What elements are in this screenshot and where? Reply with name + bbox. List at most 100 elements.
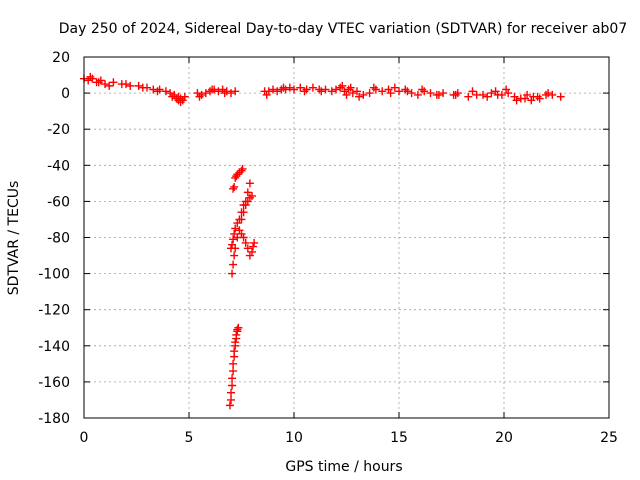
data-point [228, 381, 237, 390]
series-4 [227, 179, 254, 253]
data-point [353, 87, 361, 96]
data-point [239, 201, 248, 210]
y-tick-label: -20 [47, 122, 70, 138]
series-0 [80, 74, 565, 105]
data-point [273, 87, 282, 96]
data-point [241, 238, 250, 247]
data-point [237, 166, 246, 175]
data-point [348, 89, 357, 98]
points-layer [80, 72, 565, 410]
x-tick-label: 25 [600, 430, 618, 446]
data-point [487, 89, 496, 98]
data-point [168, 92, 177, 101]
data-point [269, 85, 277, 94]
data-point [229, 260, 238, 269]
data-point [233, 325, 242, 334]
data-point [533, 92, 542, 101]
data-point [228, 269, 237, 278]
data-point [250, 238, 259, 247]
ticks-layer: 0 5 10 15 20 25 20 0 -20 -40 -60 -80 -100 -120 -140 -16… [38, 50, 618, 446]
series-2 [229, 164, 247, 193]
data-point [243, 244, 252, 253]
data-point [464, 92, 473, 101]
data-point [248, 247, 256, 256]
data-point [208, 85, 217, 94]
y-tick-label: 0 [61, 86, 70, 102]
data-point [232, 330, 241, 339]
data-point [262, 90, 271, 99]
data-point [231, 87, 240, 96]
data-point [237, 208, 246, 217]
data-point [548, 90, 557, 99]
data-point [228, 374, 237, 383]
series-6 [225, 323, 243, 410]
data-point [176, 98, 185, 107]
data-point [122, 80, 130, 89]
data-point [413, 90, 422, 99]
data-point [527, 96, 536, 105]
data-point [201, 89, 210, 98]
data-point [332, 85, 340, 94]
data-point [134, 81, 143, 90]
data-point [390, 83, 399, 92]
data-point [239, 233, 248, 242]
y-tick-label: -80 [47, 231, 70, 247]
data-point [418, 85, 427, 94]
data-point [407, 89, 416, 98]
data-point [451, 90, 460, 99]
data-point [493, 90, 502, 99]
data-point [249, 242, 258, 251]
data-point [238, 164, 247, 173]
data-point [228, 240, 237, 249]
data-point [386, 89, 395, 98]
data-point [126, 81, 135, 90]
data-point [234, 323, 243, 332]
chart-title: Day 250 of 2024, Sidereal Day-to-day VTE… [59, 21, 628, 37]
x-tick-label: 5 [185, 430, 194, 446]
data-point [218, 85, 227, 94]
data-point [327, 87, 336, 96]
data-point [308, 83, 317, 92]
data-point [229, 359, 238, 368]
data-point [434, 90, 443, 99]
data-point [556, 92, 565, 101]
data-point [483, 92, 492, 101]
data-point [512, 96, 521, 105]
data-point [225, 401, 234, 410]
x-tick-label: 10 [285, 430, 303, 446]
data-point [220, 89, 229, 98]
data-point [227, 395, 235, 404]
data-point [227, 388, 235, 397]
y-tick-label: -100 [38, 267, 70, 283]
data-point [195, 92, 204, 101]
data-point [342, 90, 351, 99]
data-point [369, 83, 378, 92]
data-point [86, 72, 95, 81]
data-point [365, 89, 374, 98]
data-point [109, 78, 118, 87]
x-axis-label: GPS time / hours [285, 459, 402, 475]
data-point [101, 80, 109, 89]
data-point [248, 191, 256, 200]
data-point [230, 347, 239, 356]
data-point [161, 87, 170, 96]
series-5 [237, 229, 259, 260]
data-point [290, 85, 298, 94]
data-point [378, 87, 387, 96]
data-point [180, 92, 189, 101]
data-point [521, 94, 529, 103]
data-point [479, 90, 487, 99]
data-point [321, 85, 330, 94]
data-point [138, 83, 147, 92]
data-point [230, 229, 239, 238]
data-point [231, 338, 240, 347]
data-point [317, 87, 326, 96]
x-tick-label: 0 [80, 430, 89, 446]
x-tick-label: 20 [495, 430, 513, 446]
data-point [395, 87, 403, 96]
data-point [426, 89, 435, 98]
data-point [439, 89, 448, 98]
data-point [243, 188, 252, 197]
data-point [166, 89, 175, 98]
